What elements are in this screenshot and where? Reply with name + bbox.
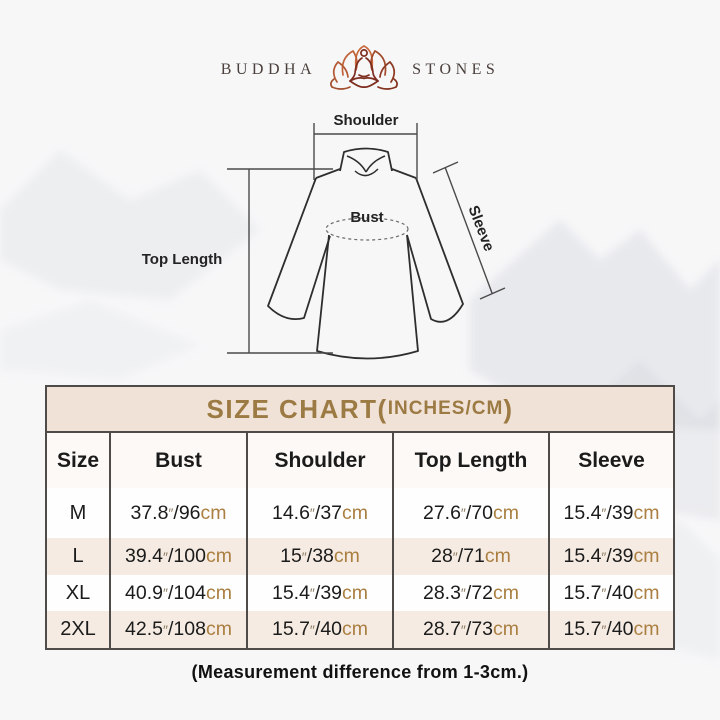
shoulder-cell-l: 15 ″/38 cm [248, 538, 394, 575]
bust-ellipse [325, 217, 409, 241]
shoulder-cell-2xl: 15.7 ″/40 cm [248, 611, 394, 648]
column-header-shoulder: Shoulder [248, 433, 394, 488]
title-close: ) [503, 393, 514, 424]
title-main: SIZE CHART( [206, 393, 388, 424]
size-cell-m: M [47, 488, 111, 538]
sleeve-cell-m: 15.4 ″/39 cm [550, 488, 673, 538]
collar-outline [339, 147, 393, 172]
top-length-measure-line [227, 168, 333, 354]
top-length-cell-m: 27.6 ″/70 cm [394, 488, 550, 538]
bust-cell-l: 39.4 ″/100 cm [111, 538, 248, 575]
measurement-note: (Measurement difference from 1-3cm.) [191, 662, 529, 682]
bust-cell-m: 37.8 ″/96 cm [111, 488, 248, 538]
top-length-label: Top Length [141, 251, 223, 268]
bust-cell-xl: 40.9 ″/104 cm [111, 575, 248, 611]
garment-measurement-diagram [227, 123, 506, 360]
title-units: INCHES/CM [387, 398, 504, 419]
sleeve-cell-xl: 15.7 ″/40 cm [550, 575, 673, 611]
shoulder-measure-line [313, 123, 418, 180]
top-length-cell-l: 28 ″/71 cm [394, 538, 550, 575]
column-header-size: Size [47, 433, 111, 488]
shoulder-cell-xl: 15.4 ″/39 cm [248, 575, 394, 611]
top-length-cell-2xl: 28.7 ″/73 cm [394, 611, 550, 648]
brand-name-left: BUDDHA [220, 61, 317, 78]
left-sleeve [267, 177, 331, 321]
right-sleeve [406, 177, 464, 323]
size-chart-title: SIZE CHART(INCHES/CM) [47, 387, 673, 433]
size-cell-l: L [47, 538, 111, 575]
sleeve-measure-line [432, 161, 506, 300]
column-header-sleeve: Sleeve [550, 433, 673, 488]
lotus-meditation-icon [330, 45, 399, 90]
size-chart-table: SIZE CHART(INCHES/CM) Size Bust Shoulder… [45, 385, 675, 650]
size-cell-xl: XL [47, 575, 111, 611]
shoulder-label: Shoulder [333, 112, 399, 129]
body-outline [316, 234, 419, 360]
sleeve-cell-2xl: 15.7 ″/40 cm [550, 611, 673, 648]
measurement-lines [227, 123, 506, 354]
sleeve-cell-l: 15.4 ″/39 cm [550, 538, 673, 575]
shoulder-cell-m: 14.6 ″/37 cm [248, 488, 394, 538]
size-cell-2xl: 2XL [47, 611, 111, 648]
column-header-top-length: Top Length [394, 433, 550, 488]
brand-name-right: STONES [412, 61, 500, 78]
top-length-cell-xl: 28.3 ″/72 cm [394, 575, 550, 611]
column-header-bust: Bust [111, 433, 248, 488]
bust-label: Bust [350, 209, 384, 226]
bust-cell-2xl: 42.5 ″/108 cm [111, 611, 248, 648]
brand-logo: BUDDHA [0, 40, 720, 100]
